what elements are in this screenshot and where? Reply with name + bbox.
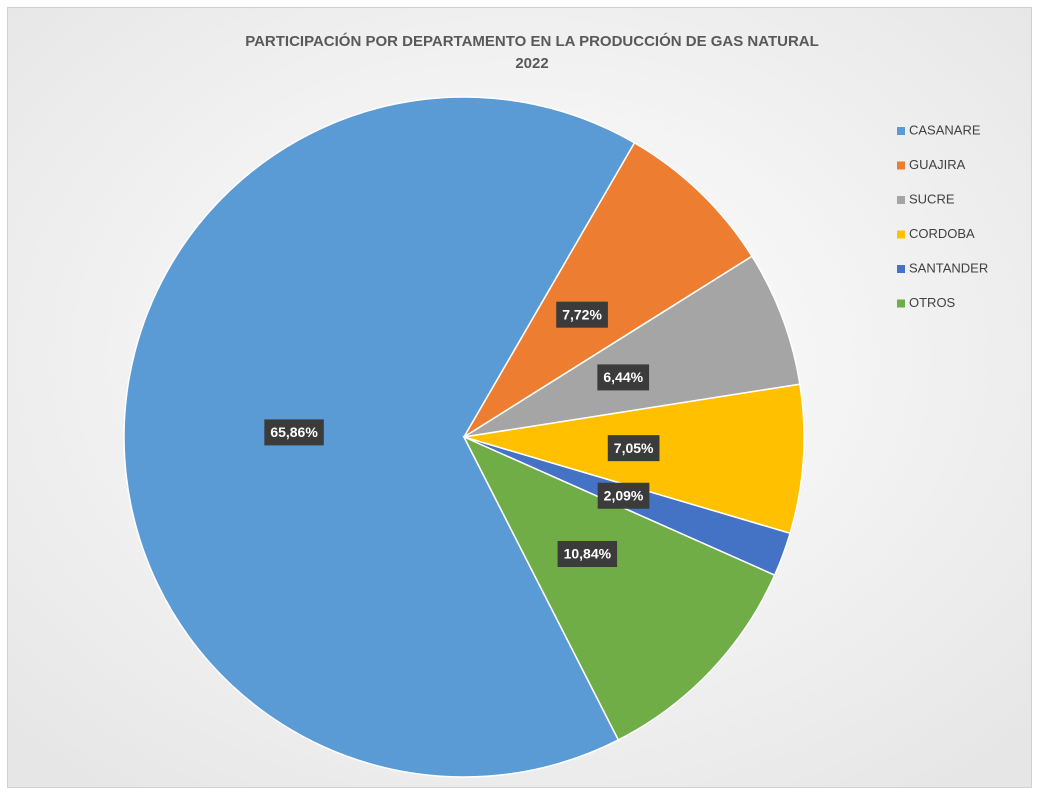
chart-title: PARTICIPACIÓN POR DEPARTAMENTO EN LA PRO… (245, 32, 819, 50)
data-label: 6,44% (603, 369, 643, 385)
legend-swatch (897, 299, 905, 308)
legend-label: SANTANDER (909, 260, 988, 275)
data-label-box (597, 482, 650, 509)
data-label: 7,05% (614, 440, 654, 456)
pie-slice (463, 255, 801, 438)
pie-slice (463, 141, 754, 438)
data-label: 2,09% (604, 487, 644, 503)
chart-subtitle: 2022 (515, 55, 548, 72)
legend-swatch (897, 161, 905, 170)
pie-slice (462, 435, 776, 741)
data-label: 10,84% (564, 546, 612, 562)
legend-label: OTROS (909, 295, 956, 310)
legend-swatch (897, 127, 905, 135)
data-label-box (556, 301, 608, 328)
data-label: 65,86% (270, 424, 318, 440)
data-label-box (264, 419, 324, 446)
data-label: 7,72% (562, 306, 602, 322)
data-label-box (597, 364, 650, 391)
pie-slice (123, 96, 636, 778)
legend-swatch (897, 196, 905, 204)
data-label-box (557, 540, 618, 567)
legend-label: SUCRE (909, 191, 955, 206)
legend-label: GUAJIRA (909, 157, 966, 172)
legend-swatch (897, 230, 905, 239)
legend-swatch (897, 265, 905, 273)
legend-label: CASANARE (909, 122, 981, 137)
legend-label: CORDOBA (909, 226, 975, 241)
data-label-box (607, 435, 660, 462)
